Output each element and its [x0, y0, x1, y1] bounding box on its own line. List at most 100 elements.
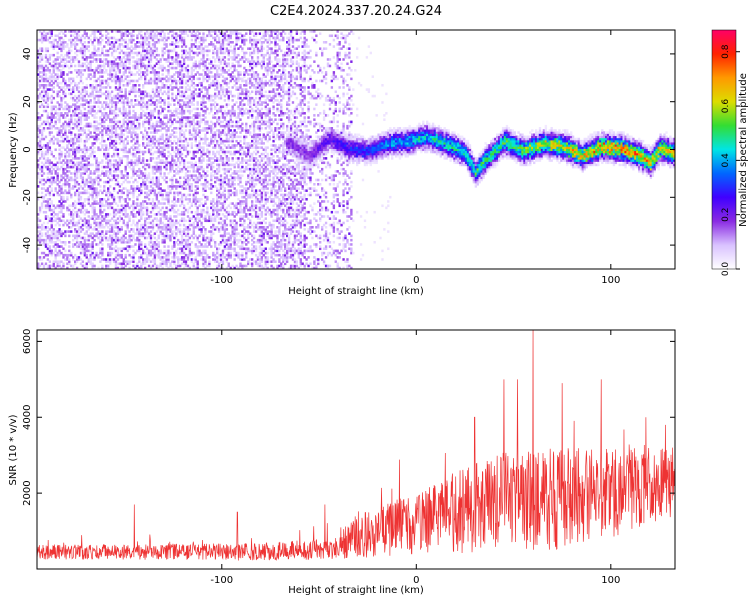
heatmap-cell [60, 241, 63, 244]
heatmap-cell [48, 170, 52, 173]
heatmap-cell [120, 217, 123, 220]
heatmap-cell [101, 79, 104, 83]
heatmap-cell [179, 81, 182, 85]
heatmap-cell [196, 200, 199, 203]
heatmap-cell [114, 133, 118, 137]
heatmap-cell [208, 264, 211, 268]
heatmap-cell [198, 161, 201, 165]
heatmap-cell [122, 260, 125, 263]
heatmap-cell [103, 155, 106, 158]
heatmap-cell [58, 152, 61, 156]
heatmap-cell [118, 161, 122, 165]
heatmap-cell [161, 159, 164, 162]
heatmap-cell [97, 99, 100, 102]
heatmap-cell [105, 148, 108, 152]
heatmap-cell [95, 165, 98, 169]
heatmap-cell [93, 73, 96, 76]
heatmap-cell [202, 129, 205, 132]
heatmap-cell [184, 172, 188, 175]
heatmap-cell [182, 204, 186, 208]
heatmap-cell [70, 77, 73, 81]
heatmap-cell [60, 64, 63, 68]
heatmap-cell [186, 71, 190, 74]
heatmap-cell [192, 155, 195, 158]
heatmap-cell [77, 195, 81, 199]
heatmap-cell [175, 219, 178, 223]
heatmap-cell [126, 118, 129, 121]
heatmap-cell [66, 174, 69, 177]
heatmap-cell [116, 56, 120, 59]
heatmap-cell [116, 176, 120, 180]
heatmap-cell [70, 159, 73, 162]
heatmap-cell [206, 148, 209, 152]
heatmap-cell [74, 172, 77, 175]
heatmap-cell [107, 103, 110, 106]
heatmap-cell [157, 148, 160, 152]
heatmap-cell [89, 62, 92, 66]
heatmap-cell [140, 114, 143, 117]
heatmap-cell [54, 127, 57, 130]
heatmap-cell [204, 64, 207, 68]
heatmap-cell [142, 183, 145, 186]
heatmap-cell [194, 129, 197, 132]
heatmap-cell [109, 60, 112, 63]
heatmap-cell [56, 176, 59, 180]
heatmap-cell [165, 116, 168, 119]
heatmap-cell [81, 47, 85, 50]
heatmap-cell [171, 165, 174, 169]
heatmap-cell [179, 264, 182, 268]
heatmap-cell [112, 165, 116, 169]
heatmap-cell [161, 53, 164, 57]
heatmap-cell [198, 131, 201, 134]
heatmap-cell [180, 75, 184, 78]
heatmap-cell [202, 53, 205, 57]
heatmap-cell [204, 183, 207, 186]
heatmap-cell [85, 139, 88, 143]
heatmap-cell [99, 238, 102, 242]
heatmap-cell [155, 34, 159, 38]
heatmap-cell [62, 43, 65, 46]
heatmap-cell [77, 191, 81, 195]
heatmap-cell [134, 127, 137, 130]
heatmap-cell [155, 131, 159, 134]
heatmap-cell [74, 236, 77, 240]
heatmap-cell [38, 49, 42, 53]
heatmap-cell [77, 133, 81, 137]
heatmap-cell [52, 264, 55, 268]
heatmap-cell [74, 178, 77, 182]
heatmap-cell [194, 66, 197, 70]
heatmap-cell [149, 202, 153, 205]
heatmap-cell [46, 161, 50, 165]
heatmap-cell [56, 260, 59, 263]
heatmap-cell [206, 185, 209, 188]
heatmap-cell [124, 236, 127, 240]
heatmap-cell [68, 51, 71, 55]
heatmap-cell [182, 60, 186, 63]
heatmap-cell [167, 144, 170, 147]
heatmap-cell [175, 34, 178, 38]
heatmap-cell [198, 174, 201, 177]
heatmap-cell [91, 142, 94, 145]
heatmap-cell [155, 243, 159, 246]
heatmap-cell [38, 118, 42, 121]
heatmap-cell [204, 101, 207, 104]
heatmap-cell [157, 139, 160, 143]
heatmap-cell [144, 195, 147, 199]
heatmap-cell [112, 96, 116, 100]
heatmap-cell [75, 238, 79, 242]
heatmap-cell [81, 228, 85, 231]
heatmap-cell [165, 36, 168, 40]
heatmap-cell [83, 51, 87, 55]
heatmap-cell [198, 159, 201, 162]
heatmap-cell [105, 236, 108, 240]
heatmap-cell [62, 116, 65, 119]
heatmap-cell [204, 266, 207, 269]
heatmap-cell [186, 226, 190, 229]
heatmap-cell [153, 71, 157, 74]
heatmap-cell [126, 189, 129, 192]
heatmap-cell [130, 90, 133, 94]
heatmap-cell [204, 189, 207, 192]
heatmap-cell [188, 217, 192, 220]
heatmap-cell [138, 150, 141, 154]
heatmap-cell [87, 198, 90, 201]
